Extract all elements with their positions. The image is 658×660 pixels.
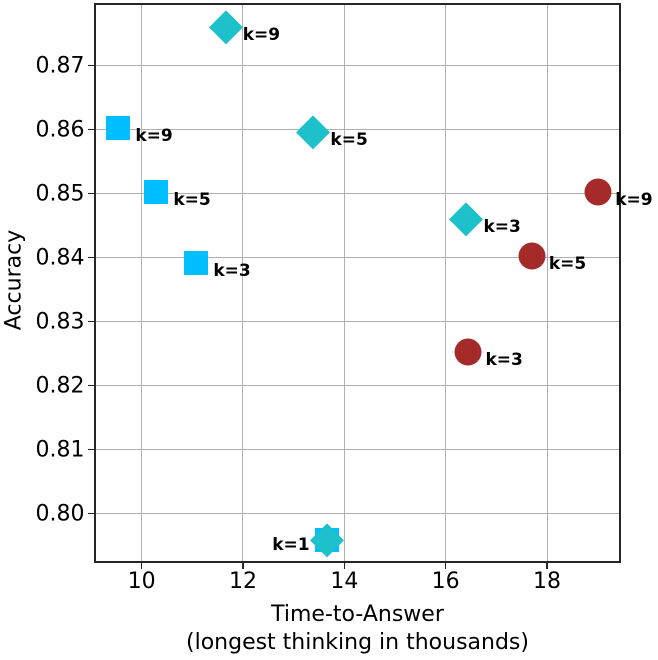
point-label-circle-series-k5: k=5 [548, 254, 587, 275]
y-tick-label-0.80: 0.80 [35, 501, 85, 526]
gridline-x-12 [242, 3, 244, 562]
x-tick-label-12: 12 [228, 568, 257, 594]
gridline-x-10 [141, 3, 143, 562]
y-tick-label-0.83: 0.83 [35, 309, 85, 335]
point-label-diamond-series-k5: k=5 [330, 130, 368, 151]
x-tick-10 [140, 562, 143, 569]
y-tick-label-0.86: 0.86 [35, 117, 85, 143]
marker-square-k3 [184, 250, 209, 275]
x-tick-18 [546, 562, 548, 569]
y-tick-0.86 [87, 128, 94, 131]
gridline-y-0.87 [94, 65, 620, 67]
gridline-y-0.82 [94, 385, 620, 387]
gridline-x-14 [343, 3, 345, 562]
y-tick-0.87 [87, 64, 94, 67]
y-tick-0.82 [87, 384, 94, 387]
marker-circle-k9 [584, 178, 612, 206]
y-tick-0.84 [87, 256, 94, 259]
x-axis-label-line2: (longest thinking in thousands) [186, 630, 529, 655]
plot-border [93, 2, 621, 563]
point-label-circle-series-k9: k=9 [615, 190, 653, 211]
x-tick-label-16: 16 [431, 568, 460, 594]
point-label-square-series-k3: k=3 [213, 260, 251, 281]
marker-square-k5 [144, 180, 169, 205]
x-axis-label: Time-to-Answer (longest thinking in thou… [95, 601, 620, 657]
x-tick-12 [242, 562, 244, 569]
point-label-square-series-k9: k=9 [135, 125, 173, 146]
y-tick-label-0.84: 0.84 [35, 245, 85, 271]
gridline-y-0.85 [94, 193, 620, 195]
y-tick-0.80 [87, 512, 94, 515]
point-label-diamond-series-k1: k=1 [272, 534, 310, 555]
point-label-square-series-k5: k=5 [173, 190, 211, 211]
point-label-circle-series-k3: k=3 [485, 350, 523, 371]
y-tick-0.85 [87, 192, 94, 195]
x-tick-16 [444, 562, 447, 569]
gridline-x-18 [546, 3, 548, 562]
x-tick-label-14: 14 [330, 568, 359, 594]
gridline-y-0.83 [94, 321, 620, 323]
gridline-y-0.86 [94, 129, 620, 131]
y-tick-label-0.82: 0.82 [35, 373, 85, 399]
gridline-x-16 [445, 3, 447, 562]
gridline-y-0.80 [94, 513, 620, 514]
gridline-y-0.84 [94, 257, 620, 259]
x-tick-label-10: 10 [127, 568, 156, 594]
x-tick-14 [343, 562, 346, 569]
y-tick-label-0.85: 0.85 [35, 181, 85, 207]
y-tick-label-0.81: 0.81 [35, 437, 85, 463]
point-label-diamond-series-k3: k=3 [483, 217, 521, 238]
gridline-y-0.81 [94, 449, 620, 451]
y-tick-0.83 [87, 320, 94, 323]
x-tick-label-18: 18 [533, 568, 562, 594]
marker-circle-k3 [454, 338, 482, 366]
y-tick-0.81 [87, 448, 94, 451]
marker-circle-k5 [518, 242, 546, 270]
point-label-diamond-series-k9: k=9 [242, 24, 281, 45]
x-axis-label-line1: Time-to-Answer [271, 602, 444, 627]
y-tick-label-0.87: 0.87 [35, 53, 85, 79]
marker-square-k9 [106, 115, 131, 140]
